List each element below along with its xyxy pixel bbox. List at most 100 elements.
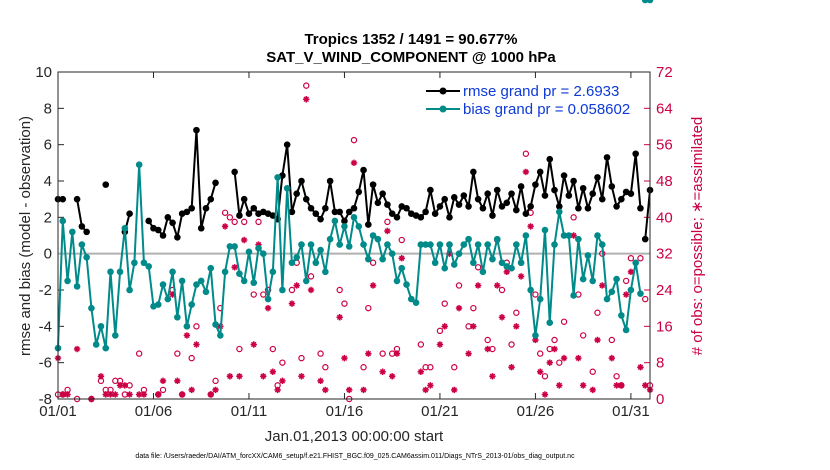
rmse-point bbox=[431, 210, 439, 217]
obs-possible-point bbox=[365, 304, 372, 312]
rmse-point bbox=[579, 184, 587, 192]
obs-possible-point bbox=[622, 277, 630, 285]
obs-assimilated-point bbox=[398, 255, 405, 262]
bias-point bbox=[145, 263, 153, 270]
bias-point bbox=[384, 241, 391, 248]
bias-point bbox=[350, 214, 358, 221]
obs-assimilated-point bbox=[642, 382, 649, 389]
obs-assimilated-point bbox=[126, 391, 133, 398]
rmse-point bbox=[78, 223, 86, 230]
bias-point bbox=[388, 250, 396, 257]
rmse-point bbox=[336, 208, 343, 216]
obs-assimilated-point bbox=[470, 323, 477, 330]
rmse-point bbox=[169, 219, 176, 227]
obs-assimilated-point bbox=[503, 268, 510, 276]
legend-rmse-marker bbox=[439, 87, 447, 95]
rmse-point bbox=[183, 208, 191, 216]
obs-assimilated-point bbox=[441, 323, 448, 330]
obs-assimilated-point bbox=[384, 227, 391, 235]
rmse-point bbox=[236, 212, 243, 219]
rmse-point bbox=[632, 150, 639, 158]
rmse-point bbox=[618, 195, 625, 203]
obs-assimilated-point bbox=[484, 345, 491, 353]
obs-possible-point bbox=[193, 323, 200, 330]
rmse-point bbox=[560, 172, 568, 179]
rmse-point bbox=[575, 204, 582, 212]
obs-assimilated-point bbox=[513, 323, 520, 330]
obs-possible-point bbox=[250, 291, 257, 298]
x-tick-label: 01/06 bbox=[135, 403, 173, 420]
rmse-point bbox=[331, 208, 339, 216]
bias-point bbox=[345, 243, 353, 250]
obs-possible-point bbox=[269, 345, 277, 353]
rmse-series bbox=[54, 126, 654, 243]
obs-assimilated-point bbox=[59, 391, 66, 398]
obs-possible-point bbox=[455, 282, 463, 289]
bias-point bbox=[111, 332, 119, 339]
obs-possible-point bbox=[174, 350, 181, 357]
bias-point bbox=[455, 250, 463, 257]
obs-possible-point bbox=[307, 273, 315, 280]
bias-point bbox=[517, 259, 525, 267]
bias-point bbox=[474, 241, 482, 248]
bias-point bbox=[255, 244, 262, 252]
rmse-point bbox=[174, 234, 181, 241]
bias-point bbox=[207, 264, 215, 272]
bias-point bbox=[555, 208, 563, 216]
obs-assimilated-point bbox=[279, 377, 286, 385]
rmse-point bbox=[102, 181, 110, 188]
bias-point bbox=[307, 241, 315, 248]
bias-point bbox=[470, 259, 477, 267]
bias-point bbox=[431, 259, 439, 267]
rmse-point bbox=[498, 203, 506, 210]
bias-point bbox=[465, 235, 472, 243]
rmse-point bbox=[603, 154, 611, 161]
y-right-tick-label: 24 bbox=[656, 282, 673, 299]
rmse-point bbox=[302, 195, 310, 203]
obs-assimilated-point bbox=[231, 264, 238, 271]
obs-assimilated-point bbox=[508, 364, 515, 371]
rmse-point bbox=[555, 203, 563, 210]
obs-possible-point bbox=[470, 304, 477, 312]
obs-assimilated-point bbox=[212, 386, 219, 394]
obs-assimilated-point bbox=[288, 300, 296, 307]
rmse-point bbox=[350, 204, 358, 212]
obs-possible-point bbox=[642, 295, 649, 303]
bias-point bbox=[126, 286, 133, 294]
obs-possible-point bbox=[260, 291, 267, 298]
bias-point bbox=[637, 290, 644, 297]
bias-point bbox=[116, 268, 124, 276]
bias-point bbox=[283, 184, 291, 192]
obs-possible-point bbox=[240, 218, 248, 226]
obs-assimilated-point bbox=[541, 391, 549, 398]
rmse-point bbox=[307, 204, 315, 212]
y-axis-right-label: # of obs: o=possible; ∗=assimilated bbox=[689, 117, 706, 356]
obs-possible-point bbox=[303, 82, 310, 89]
x-axis-label: Jan.01,2013 00:00:00 start bbox=[265, 428, 444, 445]
bias-point bbox=[551, 241, 558, 248]
rmse-point bbox=[517, 183, 525, 190]
legend: rmse grand pr = 2.6933 bias grand pr = 0… bbox=[426, 83, 630, 118]
rmse-point bbox=[484, 190, 491, 198]
obs-assimilated-point bbox=[417, 368, 425, 375]
rmse-point bbox=[83, 228, 90, 236]
bias-point bbox=[522, 232, 530, 239]
bias-point bbox=[355, 223, 363, 230]
rmse-point bbox=[326, 177, 334, 185]
obs-assimilated-point bbox=[379, 368, 386, 375]
obs-possible-point bbox=[551, 336, 558, 344]
obs-possible-point bbox=[212, 377, 219, 385]
rmse-point bbox=[489, 212, 496, 219]
rmse-point bbox=[546, 155, 554, 163]
obs-assimilated-point bbox=[102, 391, 109, 398]
bias-point bbox=[422, 241, 429, 248]
bias-point bbox=[632, 259, 639, 267]
bias-point bbox=[92, 341, 100, 348]
obs-possible-point bbox=[279, 359, 286, 366]
bias-point bbox=[508, 264, 515, 272]
bias-point bbox=[450, 261, 458, 268]
bias-point bbox=[269, 268, 277, 276]
obs-assimilated-point bbox=[207, 391, 214, 398]
bias-point bbox=[298, 241, 305, 248]
y-axis-label: rmse and bias (model - observation) bbox=[17, 116, 34, 356]
